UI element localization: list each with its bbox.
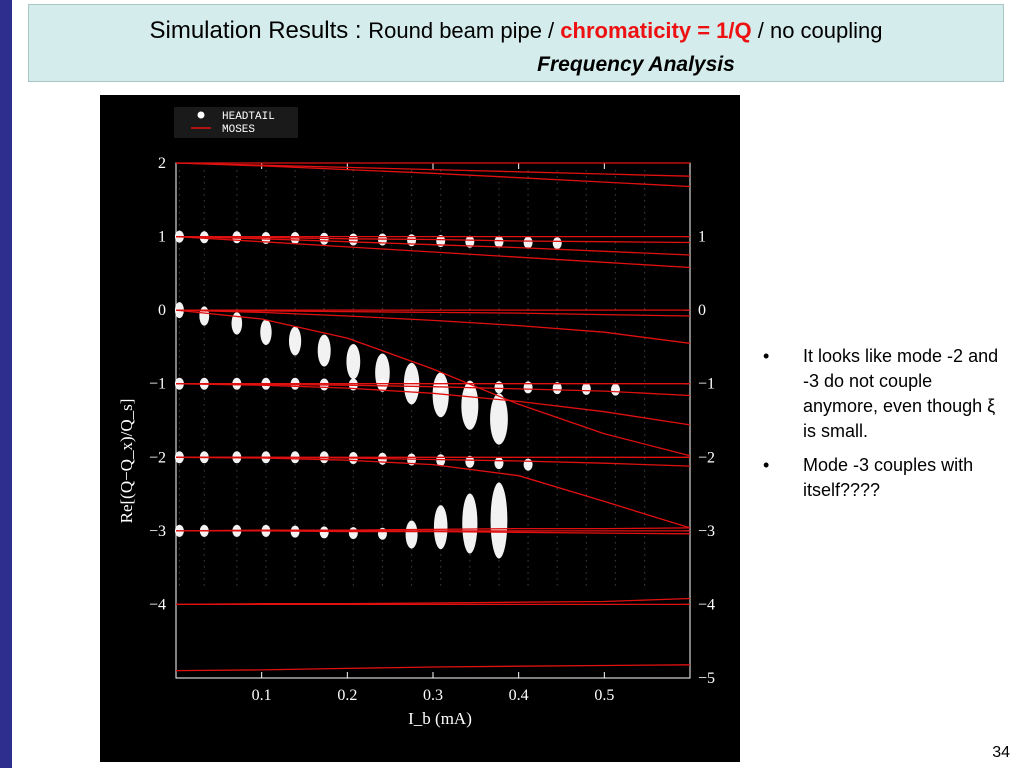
bullet-item: • Mode -3 couples with itself???? — [760, 453, 1000, 503]
y-tick-label-left: −2 — [149, 449, 166, 466]
moses-line — [175, 527, 691, 532]
headtail-point — [552, 237, 562, 250]
legend-dot-marker — [197, 111, 205, 119]
headtail-point — [494, 381, 504, 394]
title-part-2: Round beam pipe / — [368, 18, 561, 43]
x-axis-label: I_b (mA) — [408, 709, 472, 728]
y-tick-label-right: 0 — [698, 302, 706, 319]
headtail-point — [523, 381, 533, 394]
title-part-4: / no coupling — [751, 18, 883, 43]
headtail-point — [199, 306, 210, 326]
headtail-point — [462, 493, 478, 554]
moses-series — [175, 162, 691, 672]
y-tick-label-left: −1 — [149, 376, 166, 393]
y-tick-label-right: −3 — [698, 523, 715, 540]
slide-title-box: Simulation Results : Round beam pipe / c… — [28, 4, 1004, 82]
moses-line — [176, 456, 691, 467]
y-tick-label-left: −4 — [149, 596, 166, 613]
moses-line — [175, 383, 691, 397]
moses-line — [175, 309, 691, 344]
title-chromaticity: chromaticity = 1/Q — [560, 18, 752, 43]
y-tick-label-right: −2 — [698, 449, 715, 466]
y-axis-label: Re[(Q−Q_x)/Q_s] — [117, 399, 136, 524]
headtail-point — [465, 235, 475, 248]
x-tick-label: 0.1 — [252, 687, 272, 704]
y-tick-label-right: −4 — [698, 596, 715, 613]
moses-line — [175, 235, 691, 244]
moses-line — [175, 383, 691, 426]
moses-line — [175, 162, 691, 177]
slide-subtitle: Frequency Analysis — [29, 53, 1003, 77]
headtail-point — [552, 382, 562, 395]
y-tick-label-right: −5 — [698, 670, 715, 687]
headtail-point — [461, 381, 479, 430]
headtail-point — [319, 526, 329, 539]
title-part-1: Simulation Results : — [149, 17, 369, 44]
y-tick-label-left: 1 — [158, 229, 166, 246]
legend-label: HEADTAIL — [222, 111, 275, 123]
bullet-item: • It looks like mode -2 and -3 do not co… — [760, 344, 1000, 444]
bullet-dot: • — [763, 455, 770, 475]
headtail-point — [490, 482, 508, 559]
y-tick-label-right: −1 — [698, 376, 715, 393]
headtail-point — [317, 334, 331, 367]
moses-line — [175, 235, 691, 256]
moses-line — [175, 664, 691, 672]
moses-line — [175, 235, 691, 269]
bullet-text: It looks like mode -2 and -3 do not coup… — [803, 346, 999, 441]
moses-line — [175, 309, 691, 317]
slide-title: Simulation Results : Round beam pipe / c… — [29, 17, 1003, 45]
y-tick-label-right: 1 — [698, 229, 706, 246]
headtail-point — [433, 505, 448, 550]
x-tick-label: 0.3 — [423, 687, 443, 704]
moses-line — [175, 162, 691, 188]
headtail-point — [260, 319, 272, 346]
headtail-point — [436, 379, 446, 392]
headtail-point — [288, 326, 302, 356]
frequency-analysis-plot: 0.1 0.2 0.3 0.4 0.5 2 1 0 −1 −2 −3 −4 1 0 −1 −2 −3 −4 −5 H… — [100, 95, 740, 762]
chart-background — [100, 95, 740, 762]
x-tick-label: 0.4 — [509, 687, 529, 704]
y-tick-label-left: 2 — [158, 155, 166, 172]
headtail-point — [523, 236, 533, 249]
legend-label: MOSES — [222, 124, 255, 136]
headtail-point — [494, 457, 504, 470]
tick-labels: 0.1 0.2 0.3 0.4 0.5 2 1 0 −1 −2 −3 −4 1 0 −1 −2 −3 −4 −5 — [149, 155, 715, 704]
x-tick-label: 0.2 — [337, 687, 357, 704]
headtail-point — [465, 455, 475, 468]
headtail-point — [523, 458, 533, 471]
left-accent-bar — [0, 0, 12, 768]
x-tick-label: 0.5 — [594, 687, 614, 704]
headtail-point — [346, 344, 361, 380]
moses-line — [175, 309, 691, 457]
headtail-point — [405, 520, 418, 549]
headtail-point — [348, 378, 358, 391]
chart-svg: 0.1 0.2 0.3 0.4 0.5 2 1 0 −1 −2 −3 −4 1 0 −1 −2 −3 −4 −5 H… — [100, 95, 740, 762]
moses-line — [175, 456, 691, 529]
moses-line — [176, 530, 691, 535]
y-tick-label-left: 0 — [158, 302, 166, 319]
page-number: 34 — [992, 744, 1010, 761]
headtail-point — [348, 527, 358, 540]
headtail-point — [261, 232, 271, 245]
headtail-point — [610, 383, 620, 396]
bullet-text: Mode -3 couples with itself???? — [803, 455, 974, 500]
legend-box — [174, 107, 298, 138]
headtail-point — [231, 312, 243, 335]
subtitle-text: Frequency Analysis — [537, 53, 735, 76]
moses-line — [175, 597, 691, 606]
y-tick-label-left: −3 — [149, 523, 166, 540]
headtail-point — [581, 382, 591, 395]
headtail-point — [490, 393, 508, 445]
headtail-point — [436, 234, 446, 247]
headtail-point — [494, 235, 504, 248]
bullet-list: • It looks like mode -2 and -3 do not co… — [760, 344, 1000, 512]
bullet-dot: • — [763, 346, 770, 366]
